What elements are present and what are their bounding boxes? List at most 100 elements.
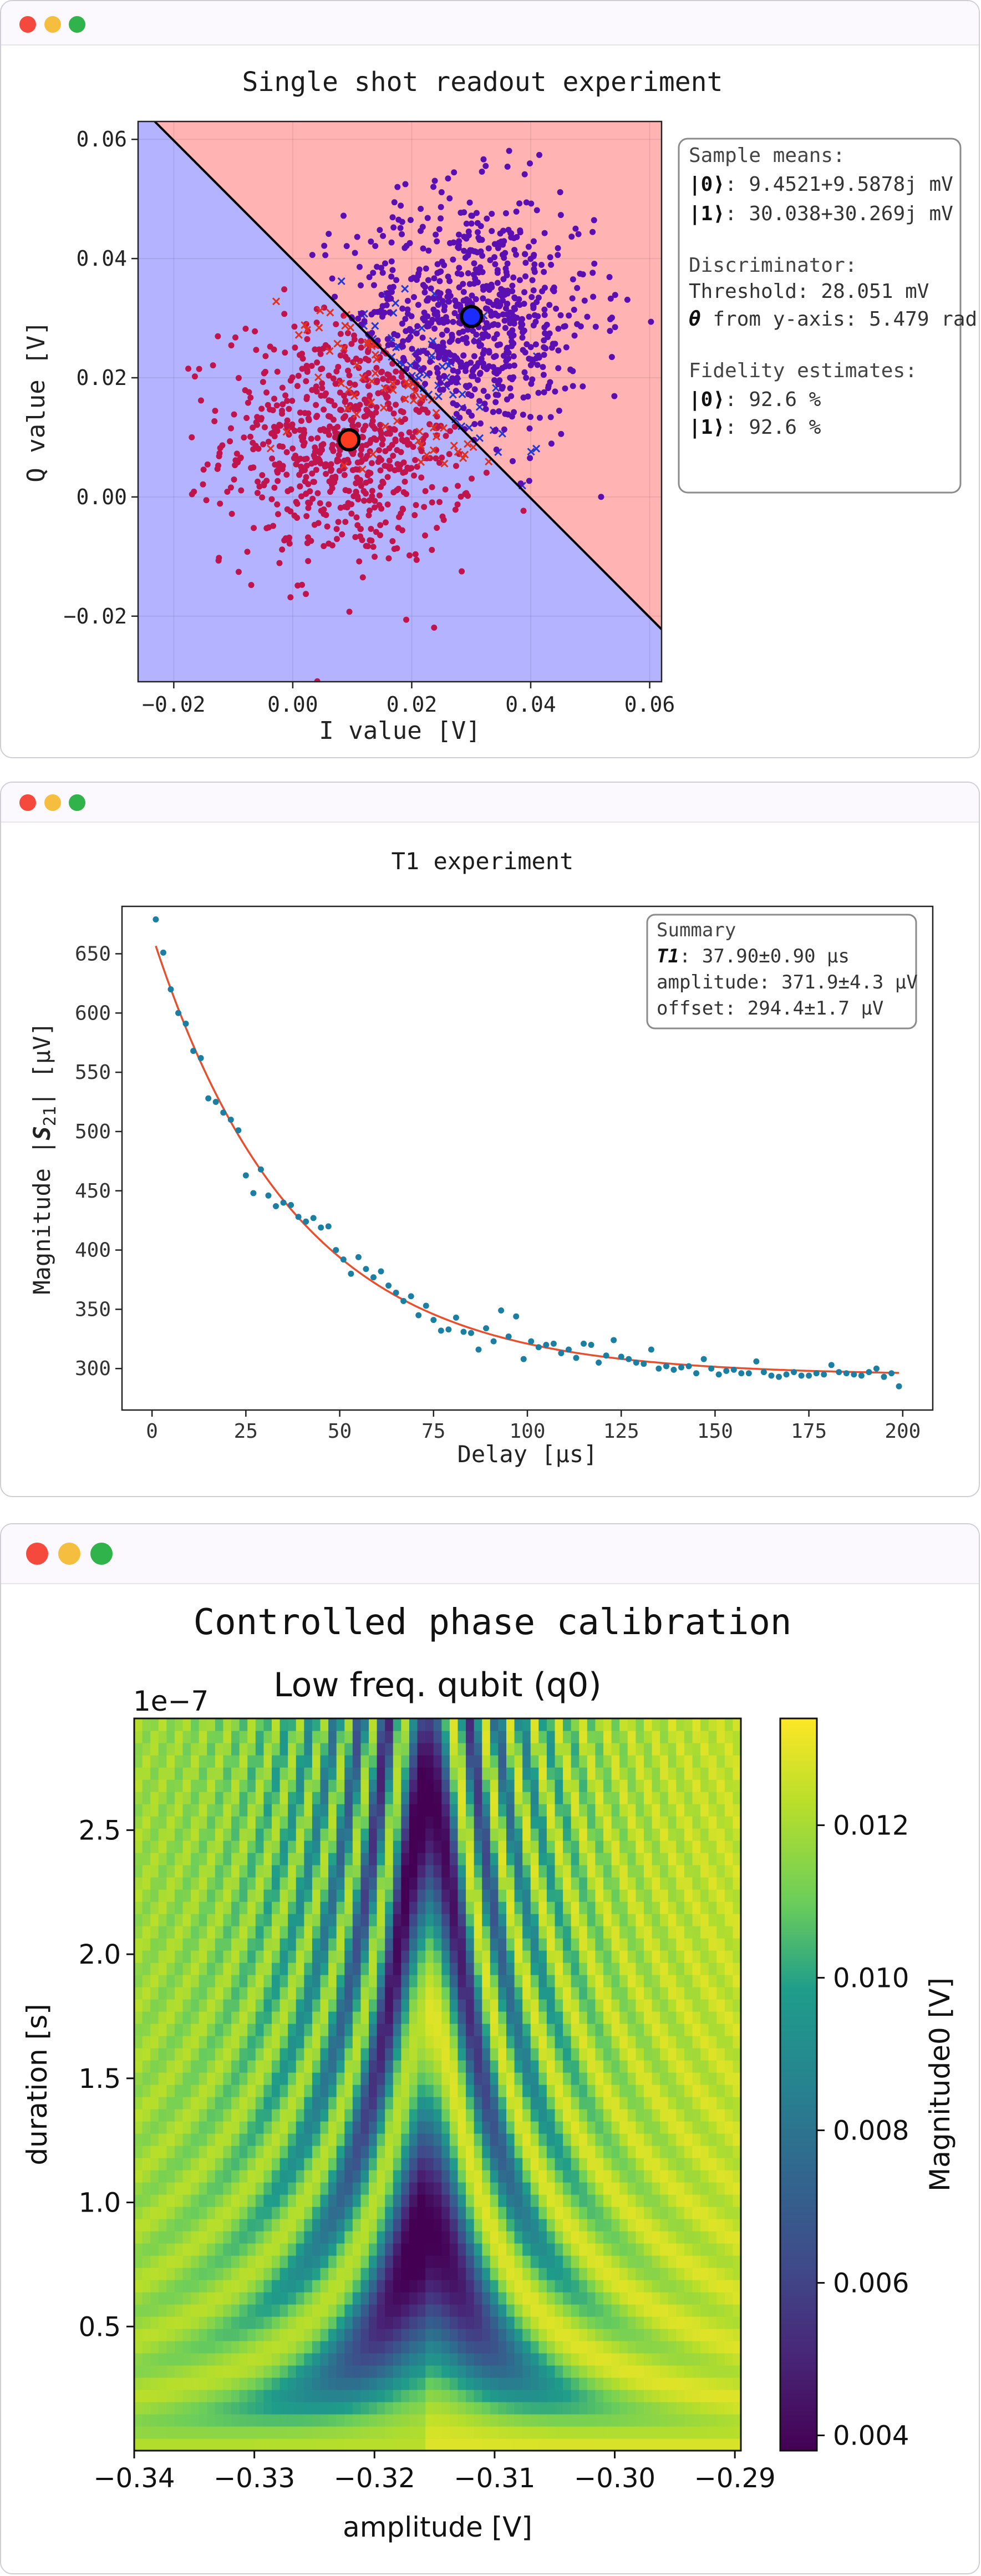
- state1-point: [491, 369, 498, 376]
- state0-point: [366, 497, 373, 504]
- heatmap-cell: [538, 2365, 547, 2378]
- heatmap-cell: [636, 1926, 644, 1939]
- t1-data-point: [558, 1350, 565, 1356]
- heatmap-cell: [377, 2377, 385, 2390]
- heatmap-cell: [514, 2036, 523, 2048]
- state1-point: [420, 315, 426, 322]
- heatmap-cell: [530, 2207, 539, 2219]
- heatmap-cell: [700, 2170, 709, 2183]
- heatmap-cell: [571, 2097, 580, 2110]
- heatmap-cell: [530, 2048, 539, 2061]
- state1-point: [519, 334, 526, 341]
- heatmap-cell: [522, 2060, 531, 2073]
- heatmap-cell: [271, 2390, 281, 2402]
- state0-point: [368, 410, 374, 417]
- state1-point: [555, 252, 561, 258]
- heatmap-cell: [530, 2438, 539, 2451]
- heatmap-cell: [134, 1950, 143, 1963]
- state1-point: [513, 208, 520, 215]
- heatmap-cell: [215, 2353, 224, 2366]
- minimize-button[interactable]: [44, 794, 61, 811]
- heatmap-cell: [207, 2243, 216, 2256]
- state0-point: [333, 536, 340, 542]
- heatmap-cell: [255, 2219, 264, 2232]
- heatmap-cell: [458, 2402, 466, 2415]
- heatmap-cell: [652, 2060, 660, 2073]
- close-button[interactable]: [26, 1543, 48, 1565]
- state1-point: [557, 189, 563, 195]
- minimize-button[interactable]: [44, 16, 61, 33]
- heatmap-cell: [296, 2280, 304, 2293]
- heatmap-cell: [466, 2158, 475, 2171]
- heatmap-cell: [579, 2280, 588, 2293]
- heatmap-cell: [409, 2036, 418, 2048]
- state0-point: [243, 415, 250, 422]
- state0-point: [321, 510, 327, 517]
- heatmap-cell: [498, 2341, 507, 2354]
- heatmap-cell: [247, 2243, 256, 2256]
- heatmap-cell: [288, 2353, 297, 2366]
- state0-point: [250, 424, 256, 431]
- heatmap-cell: [692, 2268, 701, 2280]
- heatmap-cell: [247, 2024, 256, 2036]
- heatmap-cell: [352, 2207, 362, 2219]
- heatmap-cell: [611, 2402, 620, 2415]
- t1-data-point: [603, 1352, 609, 1359]
- state0-point: [412, 551, 419, 557]
- state0-point: [273, 402, 280, 409]
- maximize-button[interactable]: [69, 16, 85, 33]
- heatmap-cell: [530, 2109, 539, 2122]
- heatmap-cell: [643, 2158, 653, 2171]
- state1-point: [433, 231, 439, 238]
- heatmap-cell: [279, 2085, 288, 2097]
- heatmap-cell: [312, 2121, 321, 2134]
- heatmap-cell: [611, 2036, 620, 2048]
- close-button[interactable]: [19, 16, 36, 33]
- state0-point: [377, 532, 383, 539]
- heatmap-cell: [239, 2194, 248, 2207]
- t1-data-point: [153, 916, 159, 923]
- heatmap-cell: [199, 1963, 207, 1975]
- state0-point: [349, 423, 356, 430]
- state0-point: [483, 469, 490, 476]
- heatmap-cell: [263, 2207, 272, 2219]
- heatmap-cell: [215, 2231, 224, 2244]
- heatmap-cell: [393, 2243, 401, 2256]
- state0-point: [406, 552, 413, 559]
- heatmap-cell: [627, 2024, 636, 2036]
- heatmap-cell: [611, 1926, 620, 1939]
- close-button[interactable]: [19, 794, 36, 811]
- heatmap-cell: [360, 1926, 369, 1939]
- heatmap-cell: [716, 2158, 725, 2171]
- heatmap-cell: [288, 2170, 297, 2183]
- heatmap-cell: [538, 1987, 547, 2000]
- heatmap-cell: [627, 1999, 636, 2012]
- maximize-button[interactable]: [90, 1543, 113, 1565]
- heatmap-cell: [611, 2341, 620, 2354]
- heatmap-cell: [296, 2024, 304, 2036]
- heatmap-cell: [199, 2304, 207, 2317]
- heatmap-cell: [288, 1975, 297, 1987]
- state1-point: [552, 341, 558, 347]
- heatmap-cell: [482, 2438, 491, 2451]
- heatmap-cell: [239, 2024, 248, 2036]
- heatmap-cell: [449, 2402, 459, 2415]
- state1-point: [429, 317, 436, 323]
- state1-point: [568, 234, 575, 240]
- state1-point: [340, 212, 347, 219]
- state1-point: [495, 381, 501, 388]
- heatmap-cell: [401, 2072, 410, 2085]
- heatmap-cell: [716, 2390, 725, 2402]
- heatmap-cell: [320, 2414, 329, 2427]
- heatmap-cell: [611, 2048, 620, 2061]
- heatmap-cell: [652, 1987, 660, 2000]
- heatmap-cell: [336, 2182, 345, 2195]
- misclassified-point: [350, 392, 358, 400]
- minimize-button[interactable]: [58, 1543, 80, 1565]
- heatmap-cell: [401, 2353, 410, 2366]
- heatmap-cell: [158, 1963, 167, 1975]
- heatmap-cell: [506, 2402, 515, 2415]
- heatmap-cell: [514, 2292, 523, 2305]
- maximize-button[interactable]: [69, 794, 85, 811]
- state0-point: [252, 328, 258, 334]
